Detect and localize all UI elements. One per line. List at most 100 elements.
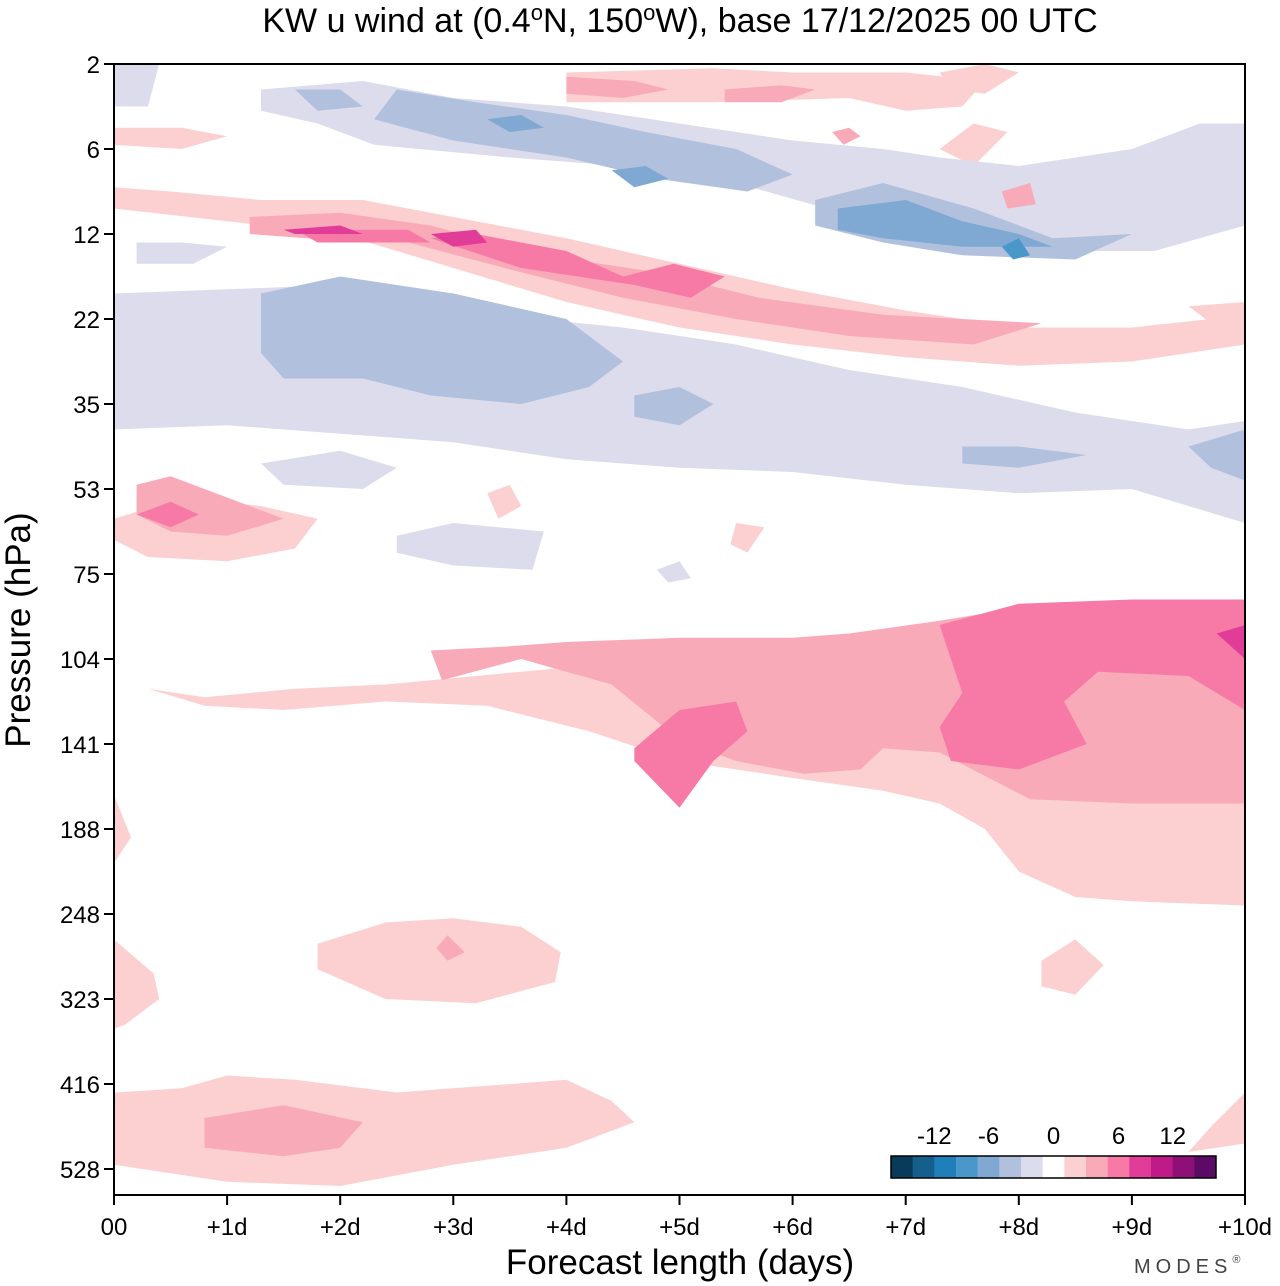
contour-region-pos8-49 bbox=[283, 225, 363, 234]
contour-region-neg2-19 bbox=[136, 242, 228, 264]
chart-title: KW u wind at (0.4oN, 150oW), base 17/12/… bbox=[262, 0, 1097, 40]
y-tick-label: 528 bbox=[60, 1157, 100, 1184]
y-tick-label: 248 bbox=[60, 902, 100, 929]
y-tick-label: 75 bbox=[73, 562, 100, 589]
contour-fill bbox=[114, 64, 1245, 1186]
contour-region-pos4-30 bbox=[724, 85, 816, 103]
title-part-1: KW u wind at (0.4 bbox=[262, 2, 530, 40]
contour-region-neg4-36 bbox=[634, 387, 714, 426]
contour-region-pos6-42 bbox=[136, 501, 199, 528]
legend-swatch bbox=[1194, 1156, 1217, 1178]
contour-region-pos6-41 bbox=[939, 599, 1245, 770]
contour-region-pos2-9 bbox=[730, 523, 765, 553]
y-tick-label: 12 bbox=[73, 222, 100, 249]
contour-region-pos6-44 bbox=[430, 234, 725, 298]
y-tick-label: 188 bbox=[60, 817, 100, 844]
y-tick-label: 141 bbox=[60, 732, 100, 759]
x-tick-label: +9d bbox=[1112, 1214, 1153, 1241]
contour-region-neg2-23 bbox=[656, 561, 691, 583]
contour-region-neg4-39 bbox=[295, 89, 363, 111]
contour-region-neg6-45 bbox=[487, 115, 544, 132]
contour-region-pos6-40 bbox=[634, 701, 748, 808]
legend-tick-label: -6 bbox=[978, 1123, 999, 1150]
contour-region-pos2-3 bbox=[317, 918, 561, 1004]
y-axis-label: Pressure (hPa) bbox=[0, 512, 38, 747]
legend-swatch bbox=[999, 1156, 1022, 1178]
x-tick-label: +2d bbox=[320, 1214, 361, 1241]
colorbar-legend: -12 -6 0 6 12 bbox=[890, 1123, 1217, 1179]
contour-region-pos2-2 bbox=[114, 939, 160, 1029]
x-tick-label: +5d bbox=[659, 1214, 700, 1241]
legend-swatch bbox=[956, 1156, 979, 1178]
legend-swatch bbox=[1172, 1156, 1195, 1178]
legend-swatch bbox=[1086, 1156, 1109, 1178]
title-part-3: W), base 17/12/2025 00 UTC bbox=[655, 2, 1097, 40]
contour-region-pos4-32 bbox=[1001, 183, 1036, 209]
legend-swatch bbox=[1042, 1156, 1065, 1178]
contour-region-pos2-1 bbox=[114, 795, 131, 863]
contour-region-pos2-8 bbox=[487, 484, 522, 519]
contour-region-pos2-5 bbox=[114, 1075, 635, 1186]
legend-swatch bbox=[934, 1156, 957, 1178]
contour-region-neg6-46 bbox=[611, 166, 669, 188]
legend-swatch bbox=[912, 1156, 935, 1178]
contour-region-neg4-33 bbox=[374, 89, 793, 192]
contour-region-pos2-13 bbox=[939, 64, 1019, 94]
legend-swatch bbox=[977, 1156, 1000, 1178]
x-axis: 00 +1d +2d +3d +4d +5d +6d +7d +8d +9d +10d bbox=[101, 1195, 1272, 1241]
x-tick-label: 00 bbox=[101, 1214, 128, 1241]
contour-region-pos4-29 bbox=[566, 76, 669, 98]
legend-swatch bbox=[891, 1156, 914, 1178]
contour-region-neg2-22 bbox=[396, 523, 544, 570]
brand-mark: ® bbox=[1232, 1254, 1240, 1266]
title-part-2: N, 150 bbox=[543, 2, 643, 40]
contour-region-pos4-31 bbox=[832, 127, 861, 145]
contour-region-neg2-21 bbox=[261, 450, 397, 489]
title-degree-1: o bbox=[531, 0, 543, 25]
contour-region-pos2-6 bbox=[1188, 1092, 1245, 1152]
x-tick-label: +6d bbox=[772, 1214, 813, 1241]
plot-area bbox=[113, 63, 1246, 1196]
brand-logo: MODES® bbox=[1134, 1254, 1240, 1278]
contour-region-neg4-38 bbox=[1188, 429, 1245, 481]
x-tick-label: +1d bbox=[207, 1214, 248, 1241]
y-tick-label: 53 bbox=[73, 477, 100, 504]
y-tick-label: 323 bbox=[60, 987, 100, 1014]
x-tick-label: +10d bbox=[1218, 1214, 1272, 1241]
contour-region-pos2-4 bbox=[1041, 939, 1104, 995]
x-tick-label: +7d bbox=[885, 1214, 926, 1241]
x-axis-label: Forecast length (days) bbox=[506, 1243, 854, 1282]
contour-region-neg6-47 bbox=[837, 200, 1053, 247]
legend-swatch bbox=[1107, 1156, 1130, 1178]
contour-region-pos2-10 bbox=[114, 127, 228, 149]
contour-region-neg4-37 bbox=[962, 446, 1087, 468]
legend-swatch bbox=[1021, 1156, 1044, 1178]
x-tick-label: +8d bbox=[998, 1214, 1039, 1241]
y-tick-label: 104 bbox=[60, 647, 100, 674]
legend-tick-label: -12 bbox=[917, 1123, 952, 1150]
contour-region-neg2-17 bbox=[114, 64, 160, 107]
contour-region-neg4-35 bbox=[261, 276, 623, 404]
title-degree-2: o bbox=[643, 0, 655, 25]
legend-frame bbox=[890, 1155, 1217, 1179]
y-tick-label: 2 bbox=[87, 52, 100, 79]
contour-region-pos4-28 bbox=[436, 935, 465, 961]
contour-region-pos8-50 bbox=[430, 229, 488, 247]
brand-name: MODES bbox=[1134, 1256, 1232, 1278]
contour-region-pos2-14 bbox=[939, 123, 1008, 166]
legend-tick-label: 0 bbox=[1047, 1123, 1060, 1150]
legend-tick-label: 6 bbox=[1112, 1123, 1125, 1150]
y-tick-label: 35 bbox=[73, 392, 100, 419]
y-tick-label: 416 bbox=[60, 1072, 100, 1099]
y-tick-label: 6 bbox=[87, 137, 100, 164]
y-tick-label: 22 bbox=[73, 307, 100, 334]
legend-swatch bbox=[1151, 1156, 1174, 1178]
contour-region-pos4-27 bbox=[204, 1105, 363, 1157]
x-tick-label: +3d bbox=[433, 1214, 474, 1241]
legend-swatch bbox=[1064, 1156, 1087, 1178]
contour-region-neg8-51 bbox=[1001, 238, 1031, 260]
contour-region-pos8-48 bbox=[1216, 625, 1245, 659]
x-tick-label: +4d bbox=[546, 1214, 587, 1241]
y-axis: 2 6 12 22 35 53 75 104 141 188 248 323 416 528 bbox=[60, 52, 114, 1184]
